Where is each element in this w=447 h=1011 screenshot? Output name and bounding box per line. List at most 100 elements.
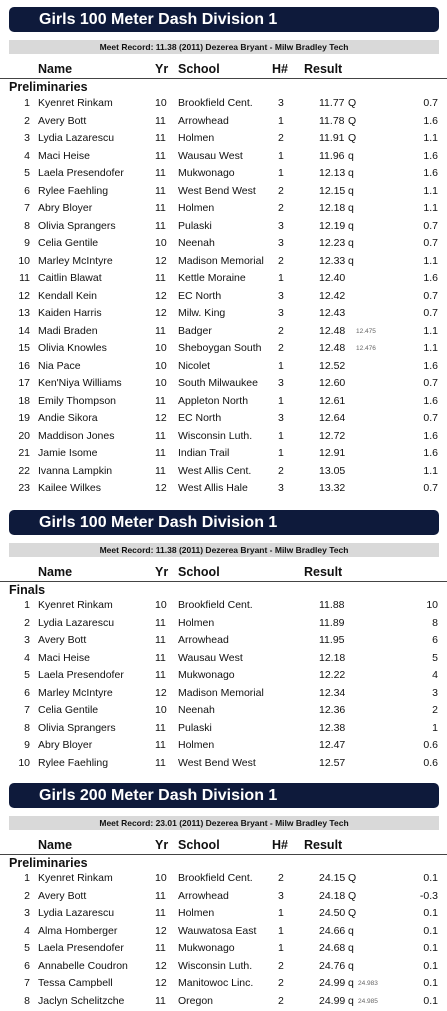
place-cell: 7 <box>24 704 30 716</box>
year-cell: 11 <box>155 132 166 144</box>
athlete-name: Avery Bott <box>38 634 87 646</box>
points-cell: 8 <box>432 616 438 629</box>
heat-cell: 2 <box>278 959 284 972</box>
result-time: 12.36 <box>319 704 346 716</box>
table-row: 3 Lydia Lazarescu 11 Holmen 2 11.91 Q 1.1 <box>0 130 447 148</box>
athlete-name: Maddison Jones <box>38 429 115 442</box>
athlete-name: Celia Gentile <box>38 237 99 249</box>
school-cell: Wauwatosa East <box>178 924 257 937</box>
tiebreak-time: 24.985 <box>358 997 378 1005</box>
result-time: 12.33 <box>319 254 346 267</box>
points-cell: 0.6 <box>423 756 438 769</box>
heat-cell: 2 <box>278 994 284 1007</box>
qualifier-mark: q <box>348 924 354 937</box>
place-cell: 5 <box>24 942 30 954</box>
wind-cell: 1.6 <box>423 394 438 407</box>
athlete-name: Kendall Kein <box>38 289 97 302</box>
place-cell: 8 <box>24 994 30 1007</box>
school-cell: Oregon <box>178 994 214 1007</box>
heat-cell: 3 <box>278 482 284 494</box>
athlete-name: Kyenret Rinkam <box>38 97 113 109</box>
place-cell: 6 <box>24 184 30 197</box>
school-cell: Mukwonago <box>178 942 235 954</box>
year-cell: 12 <box>155 289 167 302</box>
year-cell: 12 <box>155 482 167 494</box>
table-row: 17 Ken'Niya Williams 10 South Milwaukee 3 12.… <box>0 375 447 393</box>
table-row: 3 Avery Bott 11 Arrowhead 11.95 6 <box>0 632 447 650</box>
year-cell: 11 <box>155 616 166 629</box>
wind-cell: 1.6 <box>423 167 438 179</box>
athlete-name: Abry Bloyer <box>38 202 93 214</box>
school-cell: EC North <box>178 289 222 302</box>
qualifier-mark: Q <box>348 132 357 144</box>
athlete-name: Tessa Campbell <box>38 977 113 989</box>
column-school-header: School <box>178 838 220 852</box>
wind-cell: 1.6 <box>423 447 438 459</box>
wind-cell: 1.1 <box>423 132 438 144</box>
points-cell: 5 <box>432 651 438 664</box>
heat-cell: 3 <box>278 377 284 389</box>
year-cell: 10 <box>155 237 167 249</box>
heat-cell: 3 <box>278 97 284 109</box>
qualifier-mark: q <box>348 149 354 162</box>
qualifier-mark: Q <box>348 114 357 127</box>
column-school-header: School <box>178 565 220 579</box>
column-heat-header: H# <box>272 62 288 76</box>
points-cell: 3 <box>432 686 438 699</box>
heat-cell: 2 <box>278 464 284 477</box>
result-time: 12.61 <box>319 394 346 407</box>
school-cell: Indian Trail <box>178 447 230 459</box>
result-time: 11.89 <box>319 616 345 629</box>
school-cell: Milw. King <box>178 307 226 319</box>
qualifier-mark: Q <box>348 907 357 919</box>
table-row: 7 Celia Gentile 10 Neenah 12.36 2 <box>0 702 447 720</box>
round-label: Preliminaries <box>9 80 88 94</box>
wind-cell: 0.7 <box>423 289 438 302</box>
heat-cell: 1 <box>278 924 284 937</box>
school-cell: EC North <box>178 412 222 424</box>
year-cell: 11 <box>155 907 166 919</box>
event-title: Girls 200 Meter Dash Division 1 <box>9 783 439 808</box>
table-row: 7 Tessa Campbell 12 Manitowoc Linc. 2 24.99 q 2… <box>0 975 447 993</box>
result-time: 12.18 <box>319 202 346 214</box>
athlete-name: Laela Presendofer <box>38 942 124 954</box>
wind-cell: -0.3 <box>419 889 438 902</box>
table-row: 9 Celia Gentile 10 Neenah 3 12.23 q 0.7 <box>0 235 447 253</box>
result-time: 12.47 <box>319 739 346 751</box>
qualifier-mark: q <box>348 219 354 232</box>
qualifier-mark: Q <box>348 889 357 902</box>
year-cell: 11 <box>155 942 166 954</box>
points-cell: 2 <box>432 704 438 716</box>
place-cell: 9 <box>24 237 30 249</box>
school-cell: Wausau West <box>178 651 243 664</box>
tiebreak-time: 24.983 <box>358 980 378 987</box>
place-cell: 18 <box>18 394 30 407</box>
athlete-name: Lydia Lazarescu <box>38 907 115 919</box>
table-row: 11 Caitlin Blawat 11 Kettle Moraine 1 12.40 1.… <box>0 270 447 288</box>
place-cell: 1 <box>24 872 30 884</box>
wind-cell: 0.7 <box>423 97 438 109</box>
heat-cell: 2 <box>278 342 284 354</box>
athlete-name: Lydia Lazarescu <box>38 616 115 629</box>
result-time: 24.15 <box>319 872 346 884</box>
round-label: Finals <box>9 583 46 597</box>
table-row: 8 Olivia Sprangers 11 Pulaski 3 12.19 q 0.7 <box>0 218 447 236</box>
heat-cell: 3 <box>278 289 284 302</box>
year-cell: 11 <box>155 324 166 337</box>
table-row: 5 Laela Presendofer 11 Mukwonago 1 24.68 q 0.1 <box>0 940 447 958</box>
heat-cell: 2 <box>278 132 284 144</box>
table-row: 9 Abry Bloyer 11 Holmen 12.47 0.6 <box>0 737 447 755</box>
school-cell: Arrowhead <box>178 114 229 127</box>
table-row: 10 Rylee Faehling 11 West Bend West 12.57 0.6 <box>0 755 447 773</box>
year-cell: 11 <box>155 994 166 1007</box>
result-time: 24.50 <box>319 907 346 919</box>
qualifier-mark: q <box>348 994 354 1007</box>
wind-cell: 1.6 <box>423 272 438 284</box>
place-cell: 3 <box>24 907 30 919</box>
athlete-name: Ken'Niya Williams <box>38 377 122 389</box>
table-row: 10 Marley McIntyre 12 Madison Memorial 2 12.3… <box>0 253 447 271</box>
result-time: 13.05 <box>319 464 346 477</box>
year-cell: 12 <box>155 977 167 989</box>
wind-cell: 1.1 <box>423 464 438 477</box>
qualifier-mark: q <box>348 237 354 249</box>
